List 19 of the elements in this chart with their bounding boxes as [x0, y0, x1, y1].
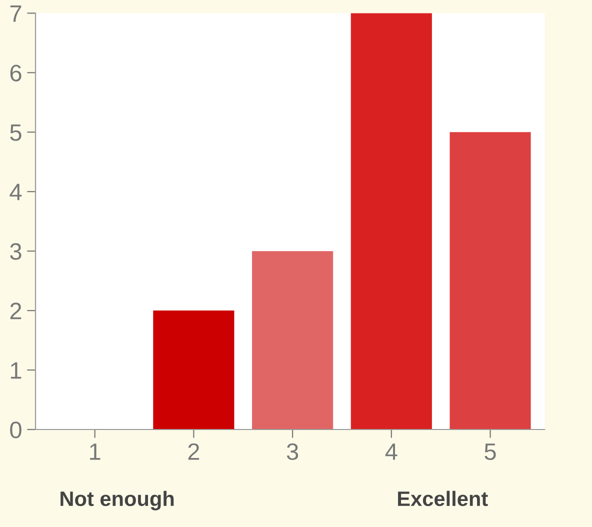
- bar: [350, 13, 432, 430]
- x-tick-label: 1: [90, 444, 100, 460]
- y-tick-label: 6: [10, 64, 22, 82]
- x-tick-label: 2: [188, 443, 200, 460]
- y-tick-label: 4: [10, 184, 22, 200]
- y-tick-label: 2: [10, 302, 22, 320]
- y-tick-label: 7: [10, 5, 22, 22]
- bar: [153, 310, 234, 430]
- bar: [450, 132, 531, 430]
- y-tick-label: 1: [10, 362, 22, 379]
- text: Not enough: [60, 490, 174, 510]
- bar: [252, 251, 334, 430]
- text: Excellent: [398, 490, 488, 506]
- x-tick-label: 5: [484, 444, 496, 460]
- x-tick-label: 4: [385, 444, 398, 460]
- y-tick-label: 0: [10, 422, 22, 438]
- x-tick-label: 3: [286, 443, 298, 460]
- y-tick-label: 3: [10, 243, 22, 260]
- y-tick-label: 5: [10, 124, 22, 141]
